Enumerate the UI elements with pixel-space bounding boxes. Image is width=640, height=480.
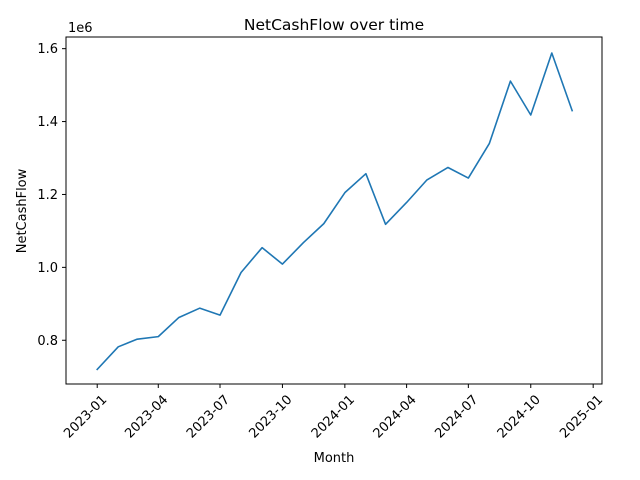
x-tick-label: 2023-04 xyxy=(122,392,171,441)
x-tick-label: 2024-07 xyxy=(432,392,481,441)
y-axis-label: NetCashFlow xyxy=(15,168,30,253)
ticks-layer: 0.8 1.0 1.2 1.4 1.6 2023-01 2023-04 2023-07 2023… xyxy=(37,42,606,441)
y-tick-label: 0.8 xyxy=(37,334,58,349)
plot-frame xyxy=(65,36,603,385)
series-line xyxy=(96,52,574,371)
x-tick-label: 2024-04 xyxy=(371,392,420,441)
x-tick-label: 2023-01 xyxy=(61,392,110,441)
y-tick-label: 1.4 xyxy=(37,115,58,130)
y-offset-label: 1e6 xyxy=(68,21,93,36)
y-tick-label: 1.6 xyxy=(37,42,58,57)
line-layer xyxy=(96,52,574,371)
x-axis-label: Month xyxy=(314,451,355,466)
x-tick-label: 2025-01 xyxy=(557,392,606,441)
chart-title: NetCashFlow over time xyxy=(244,16,424,34)
y-tick-label: 1.2 xyxy=(37,188,58,203)
x-tick-label: 2023-10 xyxy=(246,392,295,441)
x-tick-label: 2024-01 xyxy=(309,392,358,441)
x-tick-label: 2024-10 xyxy=(495,392,544,441)
y-tick-label: 1.0 xyxy=(37,261,58,276)
x-tick-label: 2023-07 xyxy=(184,392,233,441)
